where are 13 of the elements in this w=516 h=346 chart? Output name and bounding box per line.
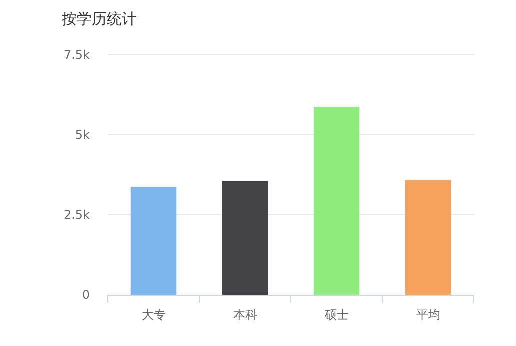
bar	[314, 107, 360, 295]
y-tick-label: 2.5k	[64, 208, 90, 222]
x-tick-label: 平均	[416, 308, 440, 322]
y-tick-label: 7.5k	[64, 48, 90, 62]
y-tick-label: 0	[82, 288, 90, 302]
bar	[130, 187, 177, 295]
x-tick-label: 本科	[233, 308, 258, 322]
chart-title: 按学历统计	[62, 10, 137, 28]
x-tick-label: 大专	[142, 308, 166, 322]
y-tick-label: 5k	[75, 128, 90, 142]
bar	[405, 180, 452, 295]
x-tick-label: 硕士	[324, 308, 349, 322]
bar	[222, 181, 268, 295]
